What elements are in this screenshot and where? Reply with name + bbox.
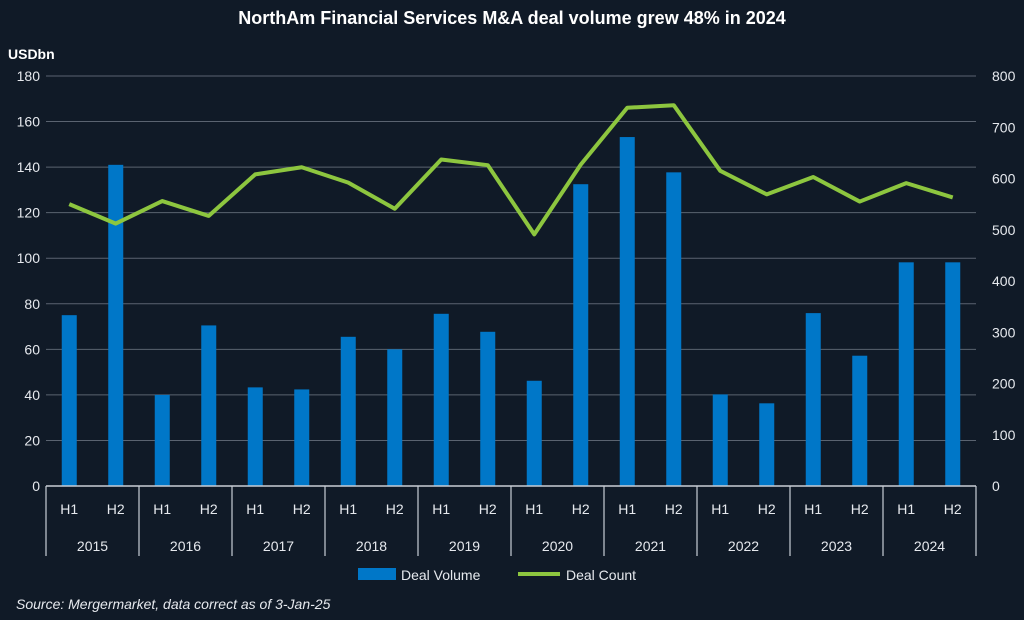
y-tick-label: 140 <box>17 159 41 175</box>
y-tick-label: 160 <box>17 114 41 130</box>
x-tick-label: H1 <box>525 501 543 517</box>
deal-count-line <box>68 103 954 237</box>
year-label: 2017 <box>263 538 294 554</box>
y2-tick-label: 800 <box>992 68 1016 84</box>
bar <box>294 389 310 486</box>
x-tick-label: H2 <box>572 501 590 517</box>
year-label: 2024 <box>914 538 945 554</box>
legend-swatch-deal-volume <box>358 568 396 580</box>
y-tick-label: 180 <box>17 68 41 84</box>
x-tick-label: H2 <box>758 501 776 517</box>
y2-tick-label: 700 <box>992 119 1016 135</box>
bar <box>340 336 356 486</box>
bar <box>619 137 635 487</box>
bar <box>526 380 542 486</box>
y2-tick-label: 400 <box>992 273 1016 289</box>
y2-tick-label: 600 <box>992 171 1016 187</box>
bar <box>573 184 589 486</box>
year-label: 2015 <box>77 538 108 554</box>
y2-tick-label: 100 <box>992 427 1016 443</box>
x-tick-label: H2 <box>386 501 404 517</box>
legend: Deal Volume Deal Count <box>358 567 636 583</box>
chart-title: NorthAm Financial Services M&A deal volu… <box>238 8 786 28</box>
year-label: 2022 <box>728 538 759 554</box>
year-label: 2018 <box>356 538 387 554</box>
y-tick-label: 100 <box>17 250 41 266</box>
year-label: 2016 <box>170 538 201 554</box>
legend-label-deal-volume: Deal Volume <box>401 567 481 583</box>
y-tick-label: 20 <box>24 432 40 448</box>
bar <box>852 355 868 486</box>
y-axis-label: USDbn <box>8 46 55 62</box>
x-tick-label: H2 <box>944 501 962 517</box>
x-tick-label: H1 <box>339 501 357 517</box>
year-label: 2023 <box>821 538 852 554</box>
bar <box>480 331 496 486</box>
bar <box>247 387 263 486</box>
bar <box>666 172 682 486</box>
bar <box>805 313 821 486</box>
x-tick-label: H1 <box>153 501 171 517</box>
x-tick-label: H2 <box>479 501 497 517</box>
x-tick-label: H1 <box>60 501 78 517</box>
x-tick-label: H1 <box>246 501 264 517</box>
y-tick-label: 0 <box>32 478 40 494</box>
y2-tick-label: 500 <box>992 222 1016 238</box>
bar <box>945 262 961 486</box>
year-label: 2020 <box>542 538 573 554</box>
x-tick-label: H1 <box>897 501 915 517</box>
bar <box>759 403 775 486</box>
y2-tick-label: 0 <box>992 478 1000 494</box>
x-tick-label: H2 <box>107 501 125 517</box>
x-tick-label: H2 <box>851 501 869 517</box>
y2-tick-label: 300 <box>992 324 1016 340</box>
year-label: 2021 <box>635 538 666 554</box>
bar <box>154 394 170 486</box>
y-tick-label: 40 <box>24 387 40 403</box>
year-label: 2019 <box>449 538 480 554</box>
y-tick-label: 60 <box>24 341 40 357</box>
bar <box>712 394 728 486</box>
x-tick-label: H2 <box>200 501 218 517</box>
source-note: Source: Mergermarket, data correct as of… <box>16 596 331 612</box>
bar <box>201 325 217 486</box>
bar <box>387 349 403 486</box>
y2-tick-label: 200 <box>992 376 1016 392</box>
legend-label-deal-count: Deal Count <box>566 567 636 583</box>
bar <box>433 313 449 486</box>
x-tick-label: H1 <box>432 501 450 517</box>
y-tick-label: 120 <box>17 205 41 221</box>
x-tick-label: H2 <box>293 501 311 517</box>
x-tick-label: H1 <box>618 501 636 517</box>
x-tick-label: H1 <box>711 501 729 517</box>
bar <box>108 164 124 487</box>
x-tick-label: H1 <box>804 501 822 517</box>
y-tick-label: 80 <box>24 296 40 312</box>
bar <box>61 315 77 486</box>
bar <box>898 262 914 486</box>
x-tick-label: H2 <box>665 501 683 517</box>
